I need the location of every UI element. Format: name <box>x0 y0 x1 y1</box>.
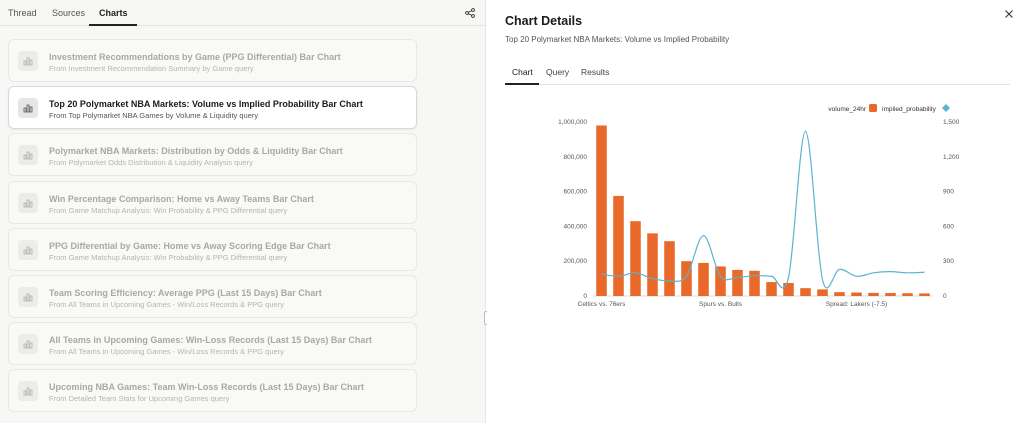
y-left-tick-label: 1,000,000 <box>558 119 587 126</box>
chart-card[interactable]: Investment Recommendations by Game (PPG … <box>8 39 417 82</box>
bar <box>817 289 828 296</box>
chart-card[interactable]: Top 20 Polymarket NBA Markets: Volume vs… <box>8 86 417 130</box>
card-title: All Teams in Upcoming Games: Win-Loss Re… <box>49 335 372 346</box>
legend-label-volume: volume_24hr <box>828 106 866 113</box>
bar <box>715 266 726 296</box>
chart-card[interactable]: All Teams in Upcoming Games: Win-Loss Re… <box>8 322 417 366</box>
card-title: Polymarket NBA Markets: Distribution by … <box>49 146 343 157</box>
close-icon[interactable] <box>1004 9 1014 19</box>
bar <box>732 269 743 296</box>
bar-chart-icon <box>18 287 38 307</box>
card-title: Investment Recommendations by Game (PPG … <box>49 52 341 62</box>
bar-chart-icon <box>18 192 38 213</box>
bar <box>919 293 930 296</box>
bar <box>766 282 777 296</box>
y-right-tick-label: 900 <box>943 189 954 196</box>
bar <box>613 195 624 296</box>
bar <box>902 293 913 296</box>
tab-chart[interactable]: Chart <box>512 67 533 77</box>
chart-card[interactable]: Win Percentage Comparison: Home vs Away … <box>8 180 417 224</box>
series-line-implied-probability <box>601 130 925 289</box>
bar-chart-icon <box>18 239 38 260</box>
card-subtitle: From Top Polymarket NBA Games by Volume … <box>49 111 259 121</box>
tab-sources[interactable]: Sources <box>52 8 86 18</box>
bar-chart-icon <box>18 381 38 402</box>
bar <box>885 293 896 296</box>
y-left-tick-label: 0 <box>583 293 587 300</box>
chart-card[interactable]: Polymarket NBA Markets: Distribution by … <box>8 133 417 177</box>
bar <box>783 282 794 296</box>
x-tick-label: Spurs vs. Bulls <box>699 301 743 308</box>
bar <box>868 292 879 296</box>
active-tab-indicator <box>505 83 539 85</box>
card-subtitle: From Investment Recommendation Summary b… <box>49 64 254 73</box>
card-subtitle: From Detailed Team Stats for Upcoming Ga… <box>49 394 230 404</box>
x-tick-label: Spread: Lakers (-7.5) <box>826 301 887 308</box>
card-subtitle: From Polymarket Odds Distribution & Liqu… <box>49 158 253 168</box>
bar <box>800 288 811 296</box>
y-left-tick-label: 400,000 <box>564 223 588 230</box>
x-tick-label: Celtics vs. 76ers <box>578 301 626 308</box>
bar <box>647 233 658 296</box>
combo-chart: 0 200,000 400,000 600,000 800,000 1,000,000 0 3… <box>558 104 960 308</box>
bar <box>664 241 675 296</box>
panel-subtitle: Top 20 Polymarket NBA Markets: Volume vs… <box>505 35 730 44</box>
legend-swatch-volume <box>869 104 877 112</box>
y-right-tick-label: 1,500 <box>943 119 960 126</box>
bar <box>698 262 709 296</box>
bar <box>596 125 607 296</box>
tab-query[interactable]: Query <box>546 67 570 77</box>
y-right-tick-label: 300 <box>943 258 954 265</box>
y-left-tick-label: 200,000 <box>564 258 588 265</box>
tab-charts[interactable]: Charts <box>99 8 128 18</box>
card-subtitle: From All Teams in Upcoming Games - Win/L… <box>49 347 284 357</box>
card-subtitle: From All Teams in Upcoming Games - Win/L… <box>49 300 284 309</box>
bar-chart-icon <box>18 145 38 166</box>
bar-chart-icon <box>18 51 38 71</box>
chart-card[interactable]: PPG Differential by Game: Home vs Away S… <box>8 227 417 271</box>
y-left-tick-label: 800,000 <box>564 154 588 161</box>
share-icon[interactable] <box>465 8 475 18</box>
card-title: Win Percentage Comparison: Home vs Away … <box>49 193 314 204</box>
active-tab-indicator <box>89 24 137 26</box>
legend-swatch-probability <box>942 104 950 112</box>
bar <box>851 292 862 296</box>
card-subtitle: From Game Matchup Analysis: Win Probabil… <box>49 252 288 262</box>
bar <box>749 270 760 296</box>
left-panel: Thread Sources Charts Investment Recomme… <box>0 0 488 423</box>
legend-label-probability: implied_probability <box>882 106 937 113</box>
card-title: Top 20 Polymarket NBA Markets: Volume vs… <box>49 99 363 110</box>
bar <box>681 261 692 296</box>
bar <box>630 221 641 296</box>
card-title: Team Scoring Efficiency: Average PPG (La… <box>49 288 322 298</box>
card-title: PPG Differential by Game: Home vs Away S… <box>49 240 331 251</box>
y-right-tick-label: 1,200 <box>943 154 960 161</box>
panel-title: Chart Details <box>505 14 583 28</box>
tab-results[interactable]: Results <box>581 67 610 77</box>
bar-chart-icon <box>18 98 38 119</box>
y-right-tick-label: 600 <box>943 223 954 230</box>
tab-thread[interactable]: Thread <box>8 8 37 18</box>
details-tab-bar: Chart Query Results <box>505 60 1010 85</box>
left-tab-bar: Thread Sources Charts <box>0 0 486 26</box>
card-subtitle: From Game Matchup Analysis: Win Probabil… <box>49 205 288 215</box>
chart-card[interactable]: Upcoming NBA Games: Team Win-Loss Record… <box>8 369 417 413</box>
bar-chart-icon <box>18 334 38 355</box>
y-left-tick-label: 600,000 <box>564 189 588 196</box>
y-right-tick-label: 0 <box>943 293 947 300</box>
chart-card[interactable]: Team Scoring Efficiency: Average PPG (La… <box>8 275 417 318</box>
card-title: Upcoming NBA Games: Team Win-Loss Record… <box>49 382 364 393</box>
bar <box>834 292 845 296</box>
chart-details-panel: Chart Details Top 20 Polymarket NBA Mark… <box>487 0 1024 423</box>
